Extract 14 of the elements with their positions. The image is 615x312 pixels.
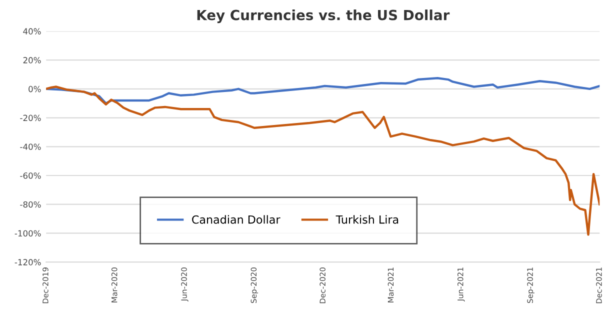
legend-label: Turkish Lira	[336, 215, 398, 224]
y-tick-label: -80%	[20, 201, 41, 208]
y-tick-label: -60%	[20, 172, 41, 179]
y-tick-label: -120%	[14, 259, 41, 266]
legend-label: Canadian Dollar	[192, 215, 280, 224]
y-tick-label: 0%	[28, 86, 41, 92]
y-tick-label: -100%	[14, 230, 41, 237]
y-tick-label: -40%	[20, 144, 41, 150]
y-tick-label: -20%	[20, 114, 41, 122]
y-tick-label: 40%	[23, 28, 41, 34]
y-tick-label: 20%	[23, 57, 41, 64]
chart-title: Key Currencies vs. the US Dollar	[197, 10, 450, 24]
line-series	[46, 86, 600, 236]
line-series	[46, 76, 600, 104]
